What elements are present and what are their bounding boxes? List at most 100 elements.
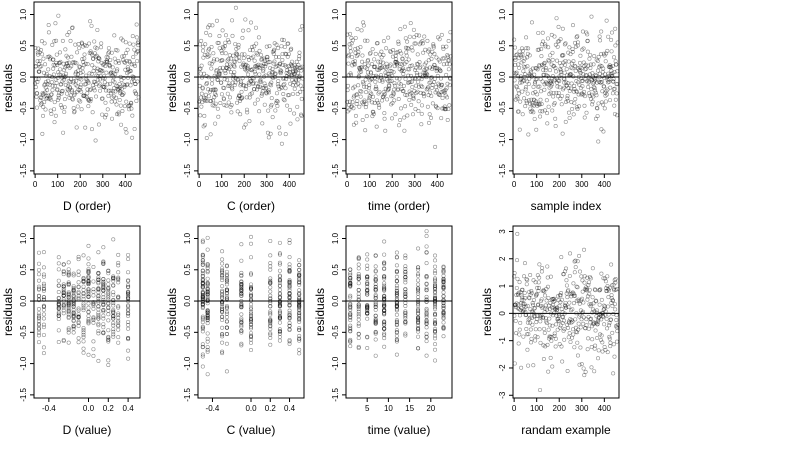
data-point bbox=[61, 290, 66, 295]
data-point bbox=[589, 14, 594, 19]
data-point bbox=[553, 336, 558, 341]
data-point bbox=[205, 347, 210, 352]
data-point bbox=[103, 100, 108, 105]
data-point bbox=[268, 65, 273, 70]
data-point bbox=[433, 318, 438, 323]
data-point bbox=[214, 68, 219, 73]
data-point bbox=[424, 325, 429, 330]
data-point bbox=[364, 102, 369, 107]
data-point bbox=[549, 32, 554, 37]
data-point bbox=[614, 62, 619, 67]
data-point bbox=[116, 252, 121, 257]
data-point bbox=[394, 308, 399, 313]
data-point bbox=[298, 27, 303, 32]
data-point bbox=[205, 292, 210, 297]
data-point bbox=[220, 58, 225, 63]
data-point bbox=[114, 69, 119, 74]
data-point bbox=[544, 298, 549, 303]
data-point bbox=[200, 99, 205, 104]
data-point bbox=[537, 262, 542, 267]
data-point bbox=[131, 55, 136, 60]
data-point bbox=[603, 99, 608, 104]
data-point bbox=[87, 88, 92, 93]
data-point bbox=[377, 89, 382, 94]
data-point bbox=[599, 29, 604, 34]
data-point bbox=[38, 95, 43, 100]
data-point bbox=[566, 319, 571, 324]
data-point bbox=[515, 109, 520, 114]
data-point bbox=[576, 327, 581, 332]
data-point bbox=[600, 340, 605, 345]
data-point bbox=[287, 303, 292, 308]
data-point bbox=[534, 316, 539, 321]
data-point bbox=[35, 50, 40, 55]
data-point bbox=[551, 90, 556, 95]
data-point bbox=[277, 294, 282, 299]
data-point bbox=[239, 302, 244, 307]
data-point bbox=[392, 98, 397, 103]
data-point bbox=[287, 280, 292, 285]
data-point bbox=[61, 284, 66, 289]
data-point bbox=[612, 70, 617, 75]
data-point bbox=[240, 95, 245, 100]
data-point bbox=[373, 313, 378, 318]
data-point bbox=[200, 326, 205, 331]
data-point bbox=[56, 303, 61, 308]
data-point bbox=[400, 57, 405, 62]
data-point bbox=[365, 276, 370, 281]
data-point bbox=[577, 68, 582, 73]
data-point bbox=[554, 306, 559, 311]
data-point bbox=[283, 63, 288, 68]
data-point bbox=[116, 315, 121, 320]
data-point bbox=[200, 252, 205, 257]
data-point bbox=[272, 59, 277, 64]
data-point bbox=[365, 308, 370, 313]
data-point bbox=[604, 18, 609, 23]
data-point bbox=[213, 87, 218, 92]
data-point bbox=[254, 63, 259, 68]
y-tick-label: -1.0 bbox=[19, 356, 28, 370]
data-point bbox=[416, 273, 421, 278]
data-point bbox=[597, 65, 602, 70]
data-point bbox=[555, 84, 560, 89]
data-point bbox=[567, 115, 572, 120]
data-point bbox=[433, 311, 438, 316]
data-point bbox=[574, 79, 579, 84]
data-point bbox=[433, 342, 438, 347]
plot-frame bbox=[512, 1, 620, 175]
y-tick-label: 1.0 bbox=[19, 232, 28, 244]
data-point bbox=[531, 302, 536, 307]
x-axis-label: randam example bbox=[521, 423, 611, 437]
data-point bbox=[36, 307, 41, 312]
data-point bbox=[85, 95, 90, 100]
data-point bbox=[61, 291, 66, 296]
x-tick-label: 0.0 bbox=[245, 404, 257, 413]
data-point bbox=[603, 347, 608, 352]
data-point bbox=[126, 290, 131, 295]
data-point bbox=[514, 85, 519, 90]
data-point bbox=[226, 83, 231, 88]
data-point bbox=[543, 42, 548, 47]
data-point bbox=[87, 97, 92, 102]
data-point bbox=[245, 65, 250, 70]
data-point bbox=[348, 329, 353, 334]
data-point bbox=[126, 303, 131, 308]
data-point bbox=[96, 287, 101, 292]
data-point bbox=[103, 64, 108, 69]
data-point bbox=[372, 57, 377, 62]
data-point bbox=[613, 43, 618, 48]
data-point bbox=[200, 292, 205, 297]
data-point bbox=[228, 64, 233, 69]
data-point bbox=[83, 82, 88, 87]
data-point bbox=[287, 327, 292, 332]
data-point bbox=[268, 253, 273, 258]
data-point bbox=[208, 87, 213, 92]
data-point bbox=[38, 102, 43, 107]
data-point bbox=[535, 67, 540, 72]
data-point bbox=[287, 338, 292, 343]
data-point bbox=[441, 89, 446, 94]
data-point bbox=[58, 67, 63, 72]
data-point bbox=[605, 284, 610, 289]
data-point bbox=[365, 346, 370, 351]
data-point bbox=[362, 84, 367, 89]
